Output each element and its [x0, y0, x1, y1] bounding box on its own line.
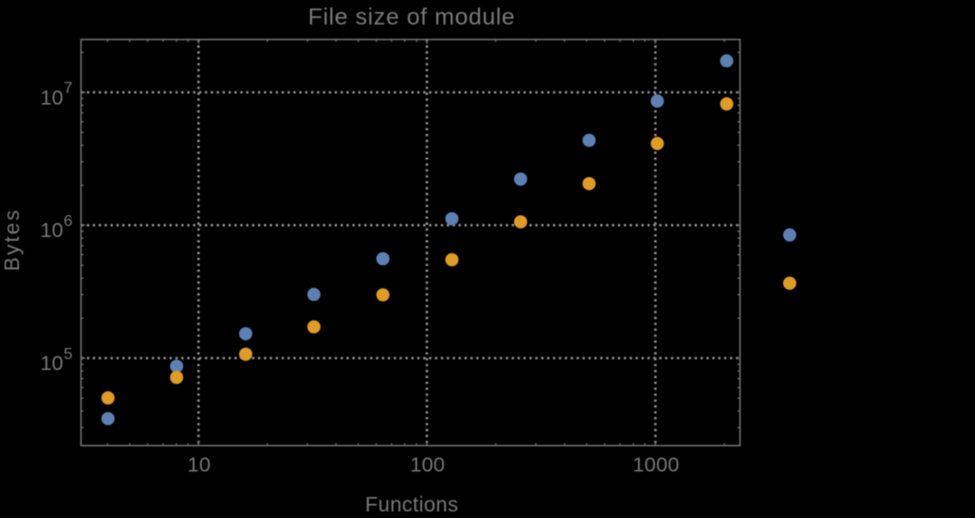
- svg-text:Bytes: Bytes: [1, 208, 24, 271]
- svg-text:10: 10: [40, 86, 63, 109]
- svg-text:10: 10: [40, 219, 63, 242]
- svg-text:File size of module: File size of module: [308, 4, 515, 30]
- svg-text:5: 5: [64, 346, 73, 363]
- svg-text:1000: 1000: [633, 454, 680, 477]
- svg-text:10: 10: [188, 454, 211, 477]
- svg-text:7: 7: [64, 80, 73, 97]
- svg-text:100: 100: [410, 454, 445, 477]
- svg-text:Functions: Functions: [365, 494, 458, 514]
- svg-text:10: 10: [40, 352, 63, 375]
- svg-text:6: 6: [64, 213, 73, 230]
